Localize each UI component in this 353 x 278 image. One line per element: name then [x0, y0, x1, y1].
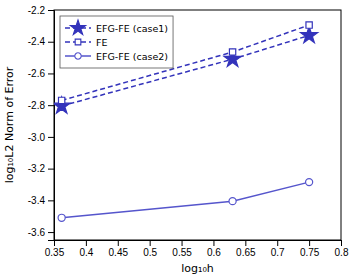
tick: 0.75 — [300, 240, 320, 258]
tick-mark — [118, 240, 119, 246]
tick-label: 0.45 — [109, 247, 129, 258]
tick: 0.6 — [207, 240, 221, 258]
tick-mark — [277, 240, 278, 246]
tick-mark — [309, 240, 310, 246]
tick-mark — [48, 137, 54, 138]
tick-label: -3.4 — [28, 195, 46, 206]
tick-mark — [86, 240, 87, 246]
tick-label: 0.6 — [207, 247, 221, 258]
tick: -2.4 — [28, 36, 54, 47]
tick-label: 0.35 — [45, 247, 65, 258]
tick-label: -2.2 — [28, 5, 46, 16]
plot: 0.350.40.450.50.550.60.650.70.750.8-3.6-… — [28, 5, 349, 258]
tick-label: -3.0 — [28, 132, 46, 143]
axis-line — [48, 11, 55, 241]
tick: 0.7 — [271, 240, 285, 258]
tick-label: 0.4 — [79, 247, 93, 258]
tick-mark — [150, 240, 151, 246]
legend-item: FE — [65, 37, 107, 48]
tick-label: -2.6 — [28, 68, 46, 79]
point — [306, 179, 313, 186]
tick-mark — [341, 240, 342, 246]
point — [301, 26, 318, 42]
tick-label: 0.7 — [271, 247, 285, 258]
tick-mark — [48, 73, 54, 74]
tick-mark — [48, 200, 54, 201]
tick-label: -2.4 — [28, 36, 46, 47]
point — [58, 97, 64, 103]
plot-frame — [54, 10, 341, 240]
legend-label: FE — [96, 37, 107, 48]
tick: 0.5 — [143, 240, 157, 258]
tick: -3.0 — [28, 132, 54, 143]
tick-label: 0.55 — [172, 247, 192, 258]
legend-frame — [60, 16, 173, 68]
point — [306, 22, 312, 28]
tick: 0.4 — [79, 240, 93, 258]
tick: 0.65 — [236, 240, 256, 258]
point — [229, 49, 235, 55]
x-axis: 0.35 0.4 0.45 0.5 0.55 0.6 0.65 0.7 0.75 0.8 — [45, 240, 349, 258]
legend-marker — [75, 53, 81, 59]
tick: 0.45 — [109, 240, 129, 258]
tick: 0.35 — [45, 240, 65, 258]
legend-label: EFG-FE (case2) — [96, 51, 168, 62]
tick: -3.2 — [28, 163, 54, 174]
point — [229, 198, 236, 205]
tick: -2.8 — [28, 100, 54, 111]
tick-label: -2.8 — [28, 100, 46, 111]
legend-item: EFG-FE (case2) — [65, 51, 168, 62]
legend-marker — [75, 39, 81, 45]
tick: -3.4 — [28, 195, 54, 206]
tick: 0.8 — [335, 240, 349, 258]
legend-marker — [70, 20, 85, 34]
tick-label: 0.5 — [143, 247, 157, 258]
tick-mark — [48, 169, 54, 170]
point — [58, 214, 65, 221]
legend-label: EFG-FE (case1) — [96, 23, 168, 34]
tick-label: 0.75 — [300, 247, 320, 258]
tick-label: 0.8 — [335, 247, 349, 258]
chart: 0.350.40.450.50.550.60.650.70.750.8-3.6-… — [0, 0, 353, 278]
tick: -3.6 — [28, 227, 54, 238]
tick: -2.2 — [28, 5, 54, 16]
y-axis: -3.6 -3.4 -3.2 -3.0 -2.8 -2.6 -2.4 -2.2 — [28, 5, 55, 241]
line — [62, 182, 309, 218]
x-axis-title: log₁₀h — [181, 262, 214, 275]
legend: EFG-FE (case1) FE EFG-FE (case2) — [60, 16, 173, 68]
tick-mark — [213, 240, 214, 246]
y-axis-title: log₁₀L2 Norm of Error — [3, 66, 16, 183]
tick-label: -3.2 — [28, 163, 46, 174]
series — [58, 179, 313, 222]
legend-item: EFG-FE (case1) — [65, 20, 168, 34]
tick: 0.55 — [172, 240, 192, 258]
tick-mark — [48, 42, 54, 43]
line — [62, 35, 309, 106]
tick-mark — [245, 240, 246, 246]
tick-mark — [48, 105, 54, 106]
point — [54, 97, 70, 113]
tick-label: -3.6 — [28, 227, 46, 238]
axis-line — [55, 241, 342, 247]
tick-mark — [182, 240, 183, 246]
tick-mark — [48, 10, 54, 11]
tick: -2.6 — [28, 68, 54, 79]
tick-label: 0.65 — [236, 247, 256, 258]
tick-mark — [48, 232, 54, 233]
